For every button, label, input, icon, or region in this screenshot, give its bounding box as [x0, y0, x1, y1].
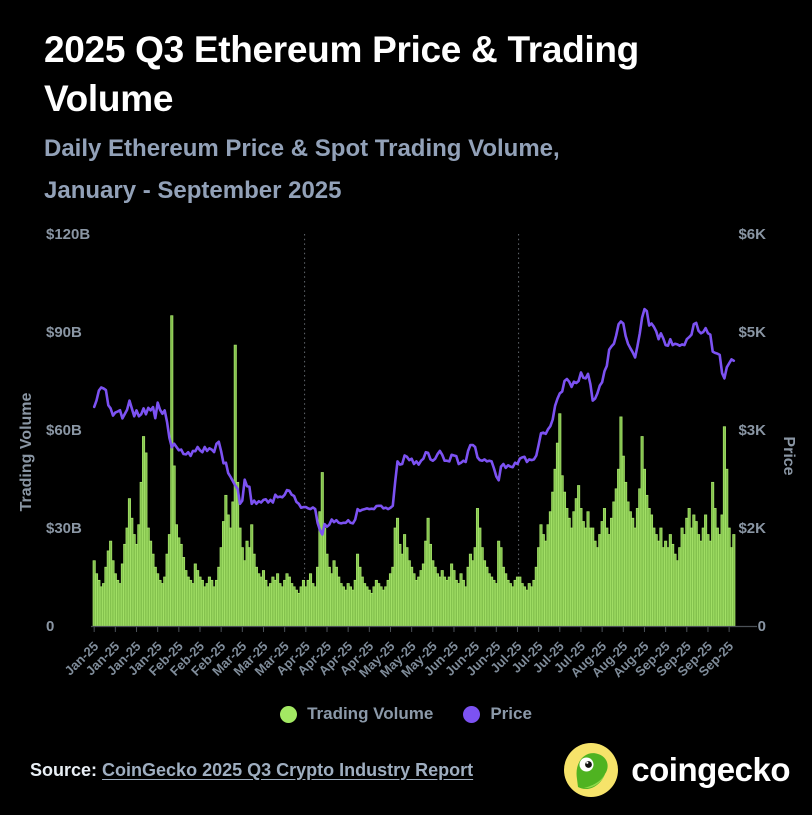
price-legend-dot-icon [463, 705, 481, 723]
volume-legend-dot-icon [280, 705, 298, 723]
svg-text:$90B: $90B [46, 324, 82, 341]
svg-text:$2K: $2K [738, 520, 766, 537]
coingecko-wordmark: coingecko [631, 751, 790, 788]
svg-text:0: 0 [758, 618, 766, 635]
volume-legend-label: Trading Volume [307, 704, 434, 723]
price-volume-chart: 0 $30B $60B $90B $120B 0 $2K $3K $5K $6K Jan-25Jan… [18, 226, 797, 680]
price-line [92, 307, 736, 536]
svg-text:$3K: $3K [738, 422, 766, 439]
svg-text:$6K: $6K [738, 226, 766, 243]
subtitle-line-2: January - September 2025 [44, 177, 342, 204]
page-title: 2025 Q3 Ethereum Price & Trading Volume [44, 29, 639, 119]
legend-item-trading-volume: Trading Volume [280, 704, 433, 724]
coingecko-brand: coingecko [564, 743, 790, 797]
svg-text:$5K: $5K [738, 324, 766, 341]
left-axis-title: Trading Volume [18, 392, 35, 511]
subtitle-line-1: Daily Ethereum Price & Spot Trading Volu… [44, 135, 560, 162]
price-legend-label: Price [490, 704, 532, 723]
source-label: Source: [30, 759, 98, 780]
volume-bars [92, 315, 736, 627]
source-line: Source: CoinGecko 2025 Q3 Crypto Industr… [30, 760, 473, 781]
page-subtitle: Daily Ethereum Price & Spot Trading Volu… [44, 128, 744, 212]
footer: Source: CoinGecko 2025 Q3 Crypto Industr… [0, 738, 812, 802]
svg-text:$30B: $30B [46, 520, 82, 537]
right-axis-ticks: 0 $2K $3K $5K $6K [738, 226, 766, 635]
svg-text:$60B: $60B [46, 422, 82, 439]
right-axis-title: Price [780, 436, 797, 475]
svg-text:$120B: $120B [46, 226, 90, 243]
x-axis-labels: Jan-25Jan-25Jan-25Jan-25Feb-25Feb-25Feb-… [62, 627, 736, 680]
coingecko-gecko-icon [564, 743, 619, 797]
chart-legend: Trading Volume Price [0, 704, 812, 724]
left-axis-ticks: 0 $30B $60B $90B $120B [46, 226, 90, 635]
svg-text:0: 0 [46, 618, 54, 635]
legend-item-price: Price [463, 704, 532, 724]
source-link[interactable]: CoinGecko 2025 Q3 Crypto Industry Report [102, 759, 474, 780]
